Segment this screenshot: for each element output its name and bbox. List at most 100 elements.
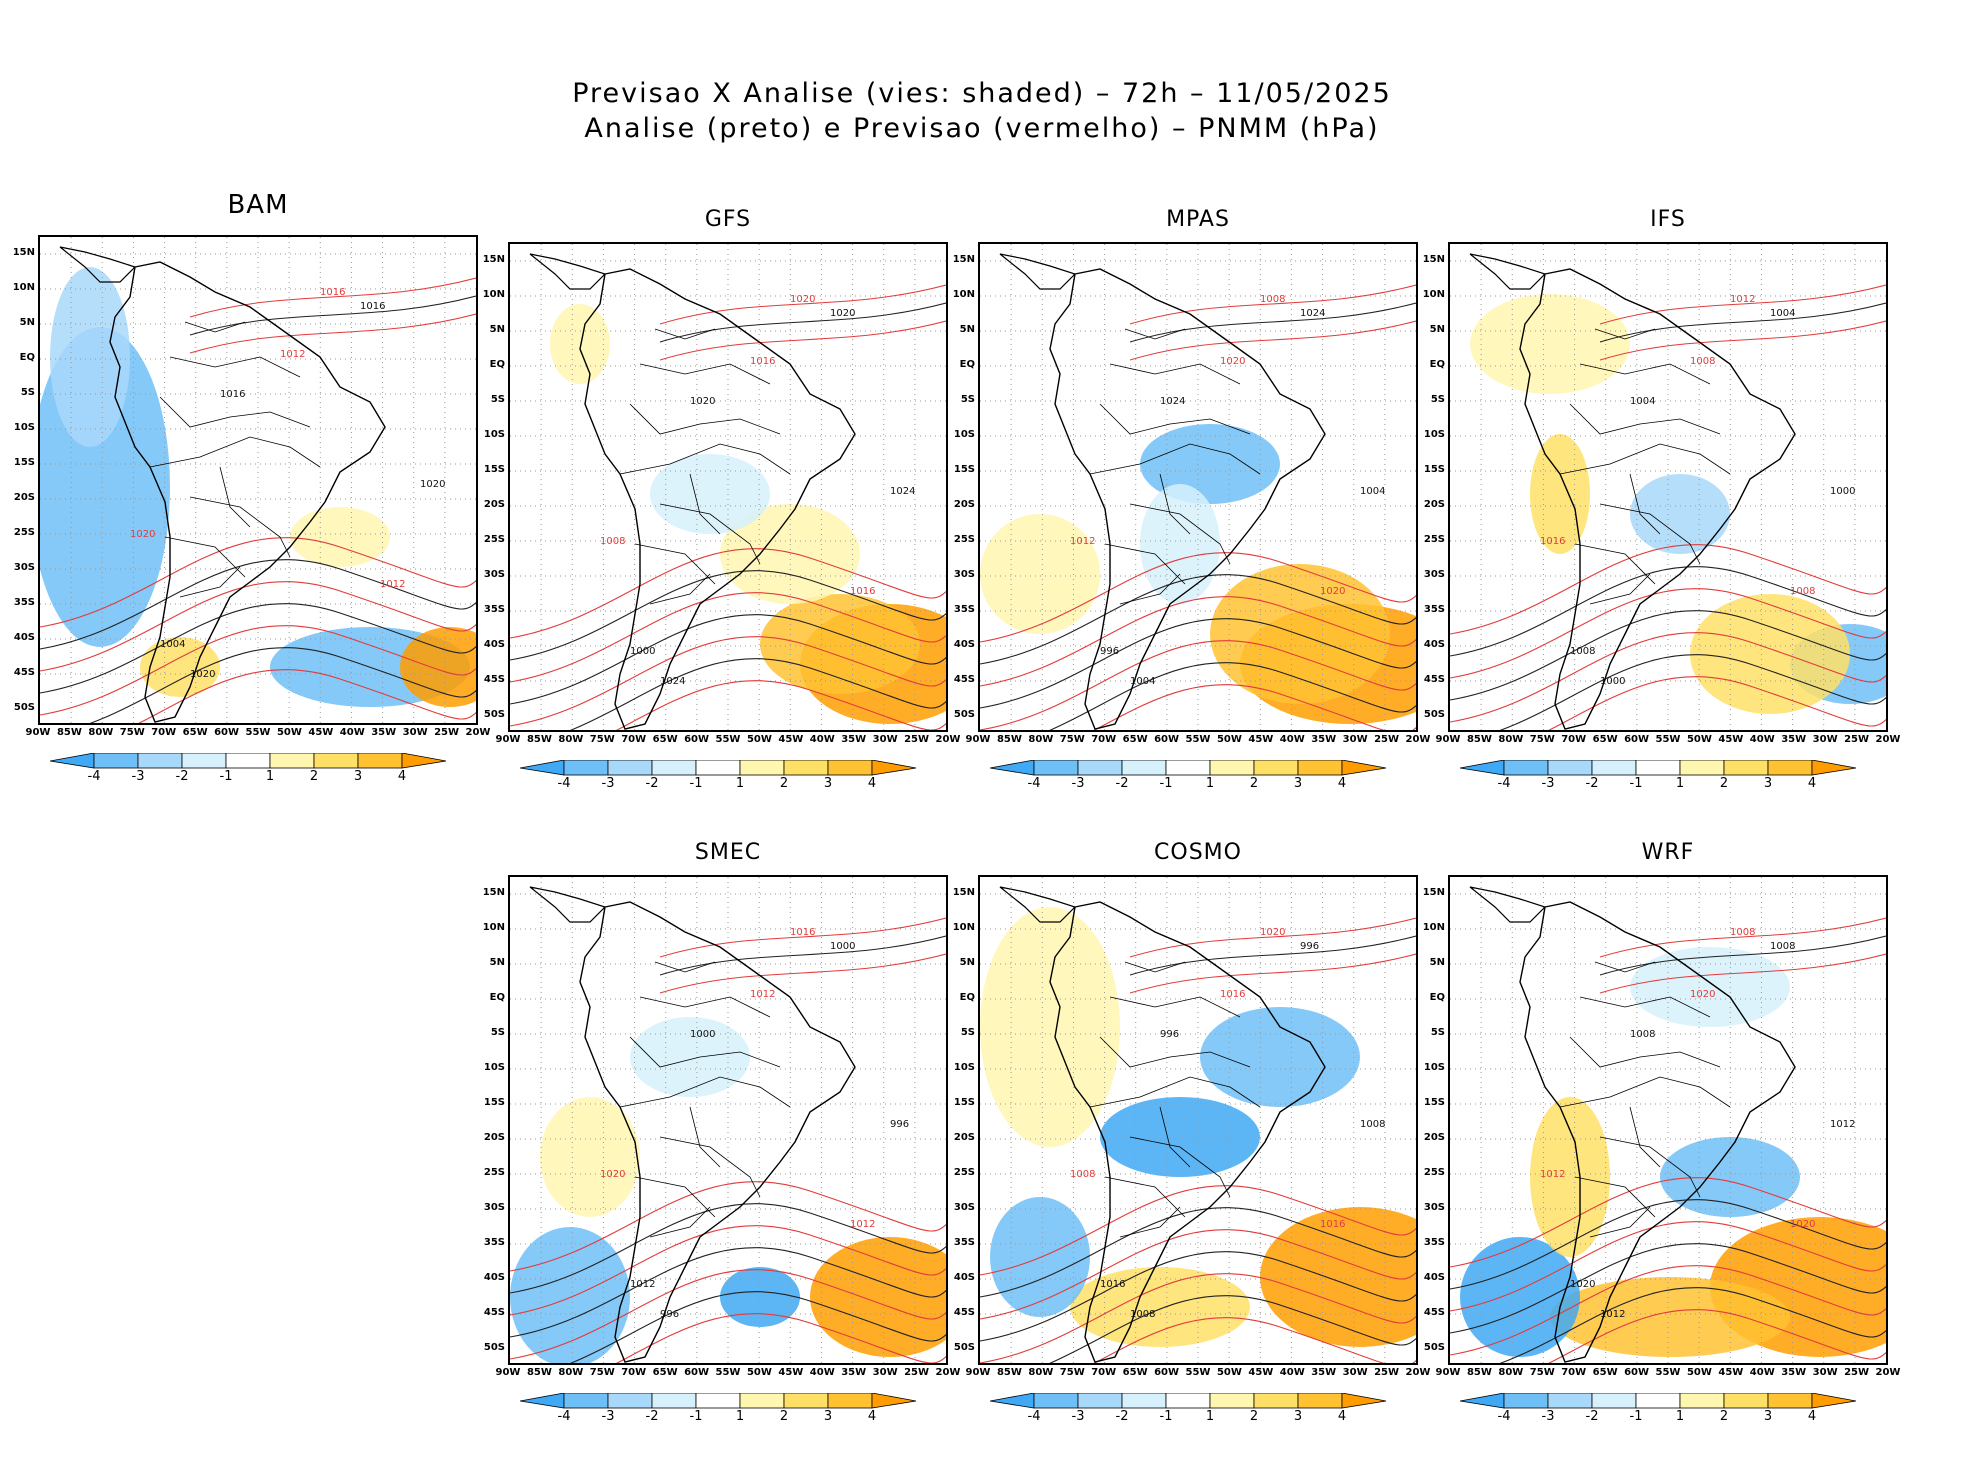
latitude-label: 25S xyxy=(483,1167,505,1178)
isobar-label: 1008 xyxy=(600,536,625,547)
colorbar-tick-label: -2 xyxy=(1115,1409,1129,1424)
map-frame: 1004 1012 1000 1000 1008 1016 1004 1008 1008 xyxy=(1448,242,1888,732)
longitude-label: 45W xyxy=(1248,734,1274,745)
colorbar-tick-label: -3 xyxy=(1541,1409,1555,1424)
latitude-label: 50S xyxy=(953,1342,975,1353)
latitude-label: 50S xyxy=(1423,1342,1445,1353)
latitude-label: 45S xyxy=(953,1307,975,1318)
longitude-label: 25W xyxy=(1844,734,1870,745)
country-border xyxy=(1119,573,1181,605)
colorbar-segment xyxy=(1723,759,1769,776)
longitude-label: 35W xyxy=(1781,734,1807,745)
forecast-isobar xyxy=(510,1181,946,1272)
colorbar-tick-label: 2 xyxy=(1249,776,1259,791)
panel-title: BAM xyxy=(227,190,289,220)
analysis-isobar xyxy=(1599,935,1886,976)
latitude-label: 50S xyxy=(13,702,35,713)
colorbar-graphic xyxy=(1459,759,1857,776)
longitude-label: 20W xyxy=(935,734,961,745)
bias-shading-area xyxy=(1470,294,1630,394)
colorbar-segment xyxy=(1547,759,1593,776)
country-border xyxy=(1574,543,1656,585)
isobar-label: 1004 xyxy=(160,639,185,650)
colorbar-tick-label: 1 xyxy=(1205,776,1215,791)
longitude-label: 80W xyxy=(558,1367,584,1378)
country-border xyxy=(649,573,711,605)
latitude-label: 5N xyxy=(1429,324,1445,335)
longitude-label: 80W xyxy=(1498,1367,1524,1378)
longitude-label: 85W xyxy=(1466,734,1492,745)
country-border xyxy=(1594,328,1656,340)
colorbar-graphic xyxy=(989,1392,1387,1409)
country-border xyxy=(1629,1106,1661,1168)
isobar-label: 1004 xyxy=(1360,486,1385,497)
isobar-label: 996 xyxy=(1300,941,1319,952)
panel-title: WRF xyxy=(1641,840,1695,865)
longitude-label: 30W xyxy=(1812,1367,1838,1378)
country-border xyxy=(619,443,791,475)
isobar-label: 1008 xyxy=(1070,1169,1095,1180)
latitude-label: 20S xyxy=(1423,1132,1445,1143)
colorbar-segment xyxy=(1033,1392,1079,1409)
latitude-label: 10N xyxy=(1422,922,1445,933)
colorbar-segment xyxy=(93,752,139,769)
colorbar-graphic xyxy=(519,1392,917,1409)
longitude-label: 35W xyxy=(1311,734,1337,745)
bias-shading-area xyxy=(1140,484,1220,604)
colorbar-segment xyxy=(1591,1392,1637,1409)
longitude-label: 30W xyxy=(1342,1367,1368,1378)
isobar-label: 996 xyxy=(1100,646,1119,657)
analysis-isobar xyxy=(510,1247,946,1338)
latitude-label: 25S xyxy=(1423,534,1445,545)
colorbar-segment xyxy=(269,752,315,769)
country-border xyxy=(629,403,781,435)
longitude-label: 35W xyxy=(1781,1367,1807,1378)
bias-shading-area xyxy=(550,304,610,384)
bias-shading-area xyxy=(1630,474,1730,554)
colorbar-tick-label: 4 xyxy=(1807,776,1817,791)
country-border xyxy=(1129,1136,1231,1198)
south-america-coastline xyxy=(1519,268,1796,730)
forecast-isobar xyxy=(1450,632,1886,723)
isobar-label: 1008 xyxy=(1790,586,1815,597)
colorbar-tick-label: -1 xyxy=(1629,1409,1643,1424)
isobar-label: 1008 xyxy=(1770,941,1795,952)
analysis-isobar xyxy=(189,295,476,336)
model-panel-smec: SMEC 1000 1016 996 996 1012 1020 1000 1012 1012 15… xyxy=(483,840,961,1460)
longitude-label: 20W xyxy=(935,1367,961,1378)
latitude-label: 5N xyxy=(1429,957,1445,968)
isobar-label: 1016 xyxy=(1540,536,1565,547)
latitude-label: 10N xyxy=(952,289,975,300)
map-canvas: 1004 1012 1000 1000 1008 1016 1004 1008 1008 xyxy=(1450,244,1886,730)
forecast-isobar xyxy=(980,1185,1416,1276)
country-border xyxy=(639,996,771,1018)
colorbar-tick-label: 3 xyxy=(1293,1409,1303,1424)
longitude-label: 60W xyxy=(1154,734,1180,745)
longitude-label: 80W xyxy=(1028,1367,1054,1378)
analysis-isobar xyxy=(1450,1199,1886,1290)
bias-shading-area xyxy=(1100,1097,1260,1177)
colorbar-segment xyxy=(827,759,873,776)
colorbar-segment xyxy=(1121,1392,1167,1409)
country-border xyxy=(1629,473,1661,535)
latitude-label: 5S xyxy=(960,394,975,405)
colorbar-tick-label: 4 xyxy=(867,1409,877,1424)
longitude-label: 80W xyxy=(1498,734,1524,745)
latitude-label: 15N xyxy=(1422,887,1445,898)
colorbar-segment xyxy=(607,759,653,776)
country-border xyxy=(1579,363,1711,385)
colorbar-tick-label: 2 xyxy=(779,1409,789,1424)
colorbar-tick-label: 3 xyxy=(823,776,833,791)
colorbar-tick-label: 1 xyxy=(1205,1409,1215,1424)
isobar-label: 996 xyxy=(1160,1029,1179,1040)
analysis-isobar xyxy=(659,302,946,343)
colorbar-segment xyxy=(739,1392,785,1409)
central-america-coastline xyxy=(999,886,1077,923)
latitude-label: 15S xyxy=(1423,464,1445,475)
central-america-coastline xyxy=(999,253,1077,290)
isobar-label: 1016 xyxy=(1100,1279,1125,1290)
country-border xyxy=(1574,1176,1656,1218)
south-america-coastline xyxy=(1049,268,1326,730)
forecast-isobar xyxy=(40,625,476,716)
country-border xyxy=(1089,1076,1261,1108)
